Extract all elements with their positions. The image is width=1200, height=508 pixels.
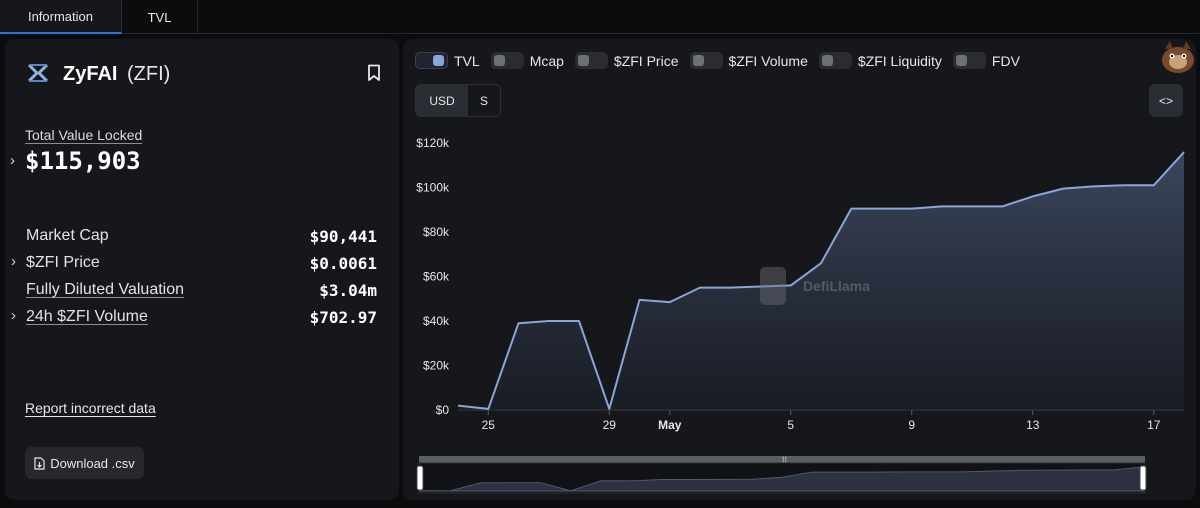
toggle-fdv-label: FDV xyxy=(991,52,1020,69)
series-toggles: TVL Mcap $ZFI Price $ZFI Volume $ZFI Liq… xyxy=(415,52,1031,69)
y-tick-label: $20k xyxy=(423,359,450,373)
toggle-volume[interactable]: $ZFI Volume xyxy=(689,52,808,69)
toggle-price[interactable]: $ZFI Price xyxy=(574,52,679,69)
data-point[interactable] xyxy=(728,286,732,290)
switch-volume[interactable] xyxy=(689,52,723,69)
protocol-name: ZyFAI xyxy=(63,63,118,85)
fdv-value: $3.04m xyxy=(319,281,377,300)
tvl-chart: $0 $20k $40k $60k $80k $100k $120k 25 29 May 5 9 13… xyxy=(416,136,1186,494)
volume-expand-chevron-icon[interactable]: › xyxy=(11,307,16,324)
y-tick-label: $60k xyxy=(423,270,450,284)
price-expand-chevron-icon[interactable]: › xyxy=(11,253,16,270)
x-tick-label: 5 xyxy=(787,418,794,432)
watermark-text: DefiLlama xyxy=(803,278,870,294)
data-point[interactable] xyxy=(849,207,853,211)
tab-information[interactable]: Information xyxy=(0,0,122,34)
switch-price[interactable] xyxy=(574,52,608,69)
token-price-label[interactable]: $ZFI Price xyxy=(26,254,100,271)
data-point[interactable] xyxy=(607,407,611,411)
data-point[interactable] xyxy=(789,283,793,287)
tab-tvl[interactable]: TVL xyxy=(122,0,198,34)
tvl-area xyxy=(458,152,1184,410)
data-point[interactable] xyxy=(668,300,672,304)
data-point[interactable] xyxy=(1031,194,1035,198)
volume-label[interactable]: 24h $ZFI Volume xyxy=(26,308,148,325)
download-csv-button[interactable]: Download .csv xyxy=(25,447,144,479)
tvl-expand-chevron-icon[interactable]: › xyxy=(10,152,15,169)
embed-chart-button[interactable]: <> xyxy=(1149,84,1183,117)
chart-panel: $0 $20k $40k $60k $80k $100k $120k 25 29 May 5 9 13… xyxy=(403,39,1196,500)
report-incorrect-data-link[interactable]: Report incorrect data xyxy=(25,400,156,416)
data-point[interactable] xyxy=(1091,184,1095,188)
data-point[interactable] xyxy=(1001,204,1005,208)
tab-bar: Information TVL xyxy=(0,0,1200,34)
data-point[interactable] xyxy=(1122,183,1126,187)
toggle-price-label: $ZFI Price xyxy=(613,52,679,69)
x-tick-label: 29 xyxy=(603,418,617,432)
x-tick-label: 25 xyxy=(482,418,496,432)
x-tick-label: May xyxy=(658,418,682,432)
y-tick-label: $40k xyxy=(423,314,450,328)
data-point[interactable] xyxy=(880,207,884,211)
info-panel: ZyFAI (ZFI) Total Value Locked › $115,90… xyxy=(5,39,399,500)
data-point[interactable] xyxy=(910,207,914,211)
llama-mascot-icon xyxy=(1162,41,1194,73)
toggle-liquidity[interactable]: $ZFI Liquidity xyxy=(818,52,942,69)
file-download-icon xyxy=(34,456,45,470)
toggle-mcap-label: Mcap xyxy=(529,52,564,69)
data-point[interactable] xyxy=(456,404,460,408)
range-brush[interactable]: ⁞⁞ xyxy=(416,455,1147,494)
switch-mcap[interactable] xyxy=(490,52,524,69)
download-csv-label: Download .csv xyxy=(50,455,135,471)
fdv-label[interactable]: Fully Diluted Valuation xyxy=(26,281,185,298)
toggle-liquidity-label: $ZFI Liquidity xyxy=(857,52,942,69)
toggle-mcap[interactable]: Mcap xyxy=(490,52,564,69)
switch-liquidity[interactable] xyxy=(818,52,852,69)
market-cap-value: $90,441 xyxy=(309,227,377,246)
data-point[interactable] xyxy=(547,319,551,323)
zyfai-logo-icon xyxy=(27,63,49,83)
data-point[interactable] xyxy=(1061,187,1065,191)
data-point[interactable] xyxy=(638,298,642,302)
token-price-value: $0.0061 xyxy=(309,254,377,273)
x-tick-label: 13 xyxy=(1026,418,1040,432)
data-point[interactable] xyxy=(486,407,490,411)
y-tick-label: $0 xyxy=(436,403,450,417)
data-point[interactable] xyxy=(1182,150,1186,154)
data-point[interactable] xyxy=(1152,183,1156,187)
data-point[interactable] xyxy=(577,319,581,323)
toggle-tvl-label: TVL xyxy=(454,52,480,69)
brush-grip-icon[interactable]: ⁞⁞ xyxy=(782,455,787,464)
tvl-value: $115,903 xyxy=(25,147,141,175)
y-tick-label: $80k xyxy=(423,225,450,239)
data-point[interactable] xyxy=(940,204,944,208)
tvl-label[interactable]: Total Value Locked xyxy=(25,127,143,143)
y-tick-label: $120k xyxy=(416,136,450,150)
brush-right-handle[interactable] xyxy=(1139,465,1147,491)
data-point[interactable] xyxy=(970,204,974,208)
protocol-ticker: (ZFI) xyxy=(127,63,171,85)
switch-fdv[interactable] xyxy=(952,52,986,69)
data-point[interactable] xyxy=(819,261,823,265)
y-tick-label: $100k xyxy=(416,181,450,195)
unit-s-button[interactable]: S xyxy=(479,93,488,108)
toggle-fdv[interactable]: FDV xyxy=(952,52,1020,69)
switch-tvl[interactable] xyxy=(415,52,448,69)
volume-value: $702.97 xyxy=(309,308,377,327)
unit-usd-button[interactable]: USD xyxy=(416,85,468,116)
denomination-switch: USD S xyxy=(415,84,501,117)
defillama-watermark: DefiLlama xyxy=(760,267,870,305)
x-tick-label: 9 xyxy=(908,418,915,432)
bookmark-icon[interactable] xyxy=(367,64,381,82)
data-point[interactable] xyxy=(698,286,702,290)
market-cap-label: Market Cap xyxy=(26,227,109,244)
toggle-volume-label: $ZFI Volume xyxy=(728,52,808,69)
x-tick-label: 17 xyxy=(1147,418,1161,432)
tvl-line xyxy=(457,151,1185,410)
toggle-tvl[interactable]: TVL xyxy=(415,52,480,69)
data-point[interactable] xyxy=(517,321,521,325)
brush-left-handle[interactable] xyxy=(416,465,424,491)
